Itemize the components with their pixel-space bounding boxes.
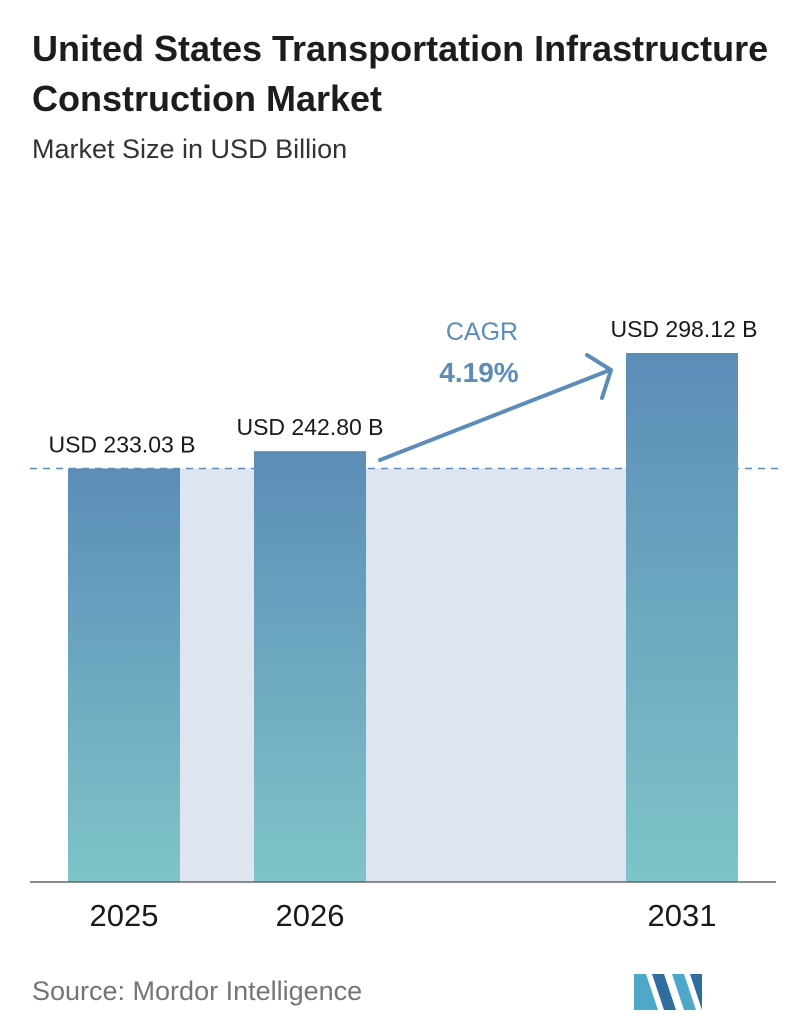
- source-note: Source: Mordor Intelligence: [32, 976, 363, 1006]
- cagr-annotation: CAGR 4.19%: [378, 318, 613, 462]
- x-tick-2025: 2025: [90, 898, 159, 933]
- comparison-band: [124, 468, 682, 882]
- data-label-2026: USD 242.80 B: [236, 414, 383, 440]
- data-label-2025: USD 233.03 B: [48, 431, 195, 457]
- x-tick-2031: 2031: [648, 898, 717, 933]
- mordor-intelligence-logo-icon: [634, 974, 702, 1010]
- cagr-label: CAGR: [446, 318, 518, 346]
- chart-title: United States Transportation Infrastruct…: [32, 28, 769, 119]
- data-label-2031: USD 298.12 B: [610, 316, 757, 342]
- bar-2025: [68, 468, 180, 882]
- cagr-arrow-icon: [378, 368, 612, 462]
- x-tick-2026: 2026: [276, 898, 345, 933]
- bar-2026: [254, 451, 366, 882]
- cagr-value: 4.19%: [439, 357, 518, 388]
- bar-2031: [626, 353, 738, 882]
- cagr-arrowhead-icon: [585, 353, 613, 400]
- chart-subtitle: Market Size in USD Billion: [32, 134, 348, 164]
- bar-chart: USD 233.03 B USD 242.80 B USD 298.12 B 202…: [30, 316, 780, 933]
